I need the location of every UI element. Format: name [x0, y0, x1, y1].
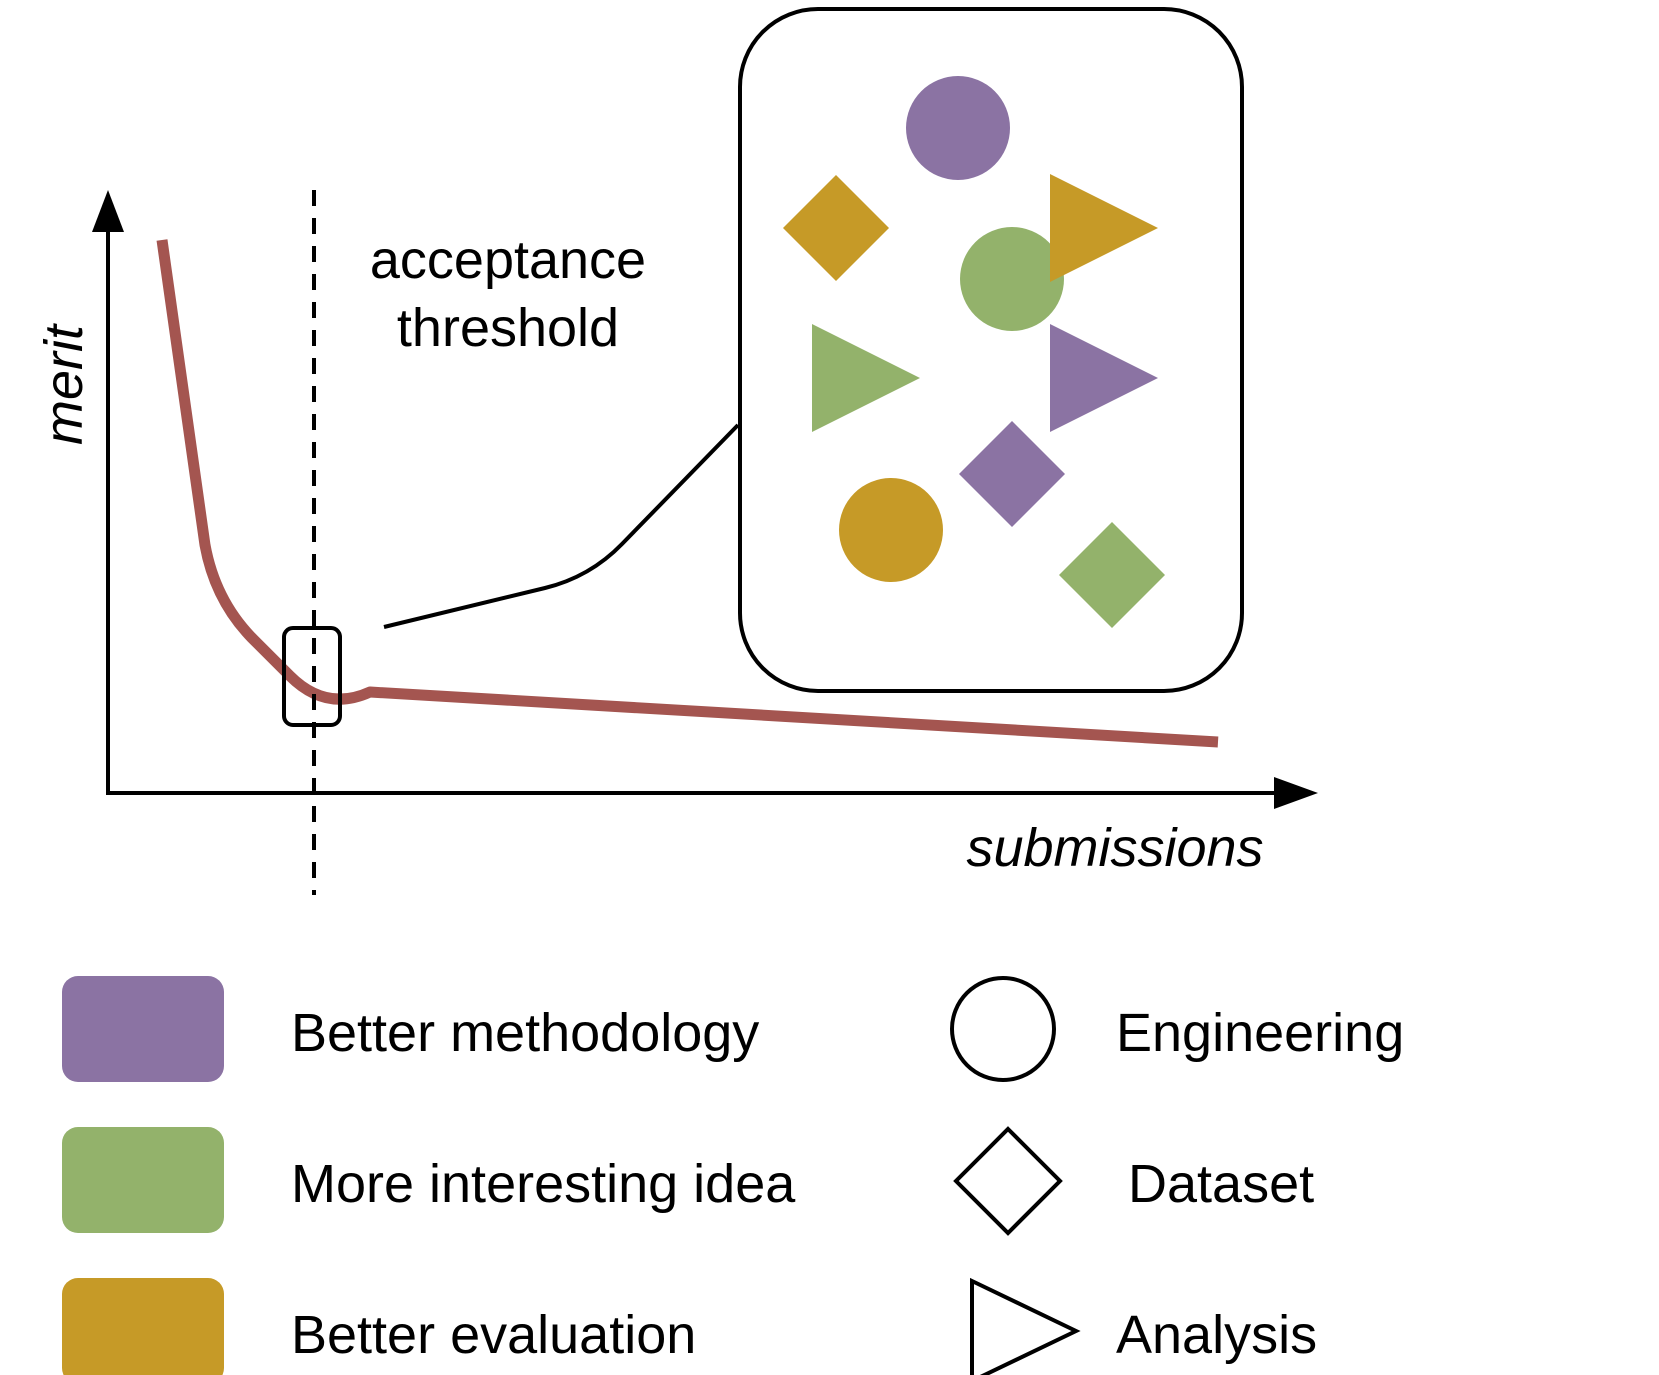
inset-shapes [783, 76, 1165, 628]
legend-swatch-evaluation [62, 1278, 224, 1375]
threshold-label-line2: threshold [397, 298, 619, 358]
merit-curve [156, 239, 1219, 748]
y-axis-label: merit [34, 323, 94, 445]
inset-idea-circle [960, 227, 1064, 331]
x-axis-arrowhead [1274, 777, 1318, 809]
legend-label-dataset: Dataset [1128, 1154, 1314, 1214]
inset-evaluation-triangle [1050, 174, 1158, 282]
legend-label-methodology: Better methodology [291, 1003, 759, 1063]
circle-icon [950, 976, 1056, 1082]
inset-methodology-triangle [1050, 324, 1158, 432]
legend-label-analysis: Analysis [1116, 1305, 1317, 1365]
diamond-icon [953, 1126, 1063, 1236]
legend-swatch-idea [62, 1127, 224, 1233]
threshold-zoom-box [282, 626, 342, 727]
inset-methodology-diamond [959, 421, 1065, 527]
inset-evaluation-circle [839, 478, 943, 582]
inset-methodology-circle [906, 76, 1010, 180]
callout-connector [383, 423, 740, 629]
inset-evaluation-diamond [783, 175, 889, 281]
inset-idea-diamond [1059, 522, 1165, 628]
legend-shapes: Engineering Dataset Analysis [950, 976, 1404, 1375]
legend-label-engineering: Engineering [1116, 1003, 1404, 1063]
threshold-label-line1: acceptance [370, 230, 646, 290]
legend-colors: Better methodology More interesting idea… [62, 976, 796, 1375]
y-axis-arrowhead [92, 190, 124, 232]
x-axis-label: submissions [966, 818, 1263, 878]
triangle-icon [970, 1277, 1081, 1375]
inset-idea-triangle [812, 324, 920, 432]
legend-label-evaluation: Better evaluation [291, 1305, 696, 1365]
submission-inset-box [738, 7, 1244, 693]
legend-swatch-methodology [62, 976, 224, 1082]
legend-label-idea: More interesting idea [291, 1154, 796, 1214]
